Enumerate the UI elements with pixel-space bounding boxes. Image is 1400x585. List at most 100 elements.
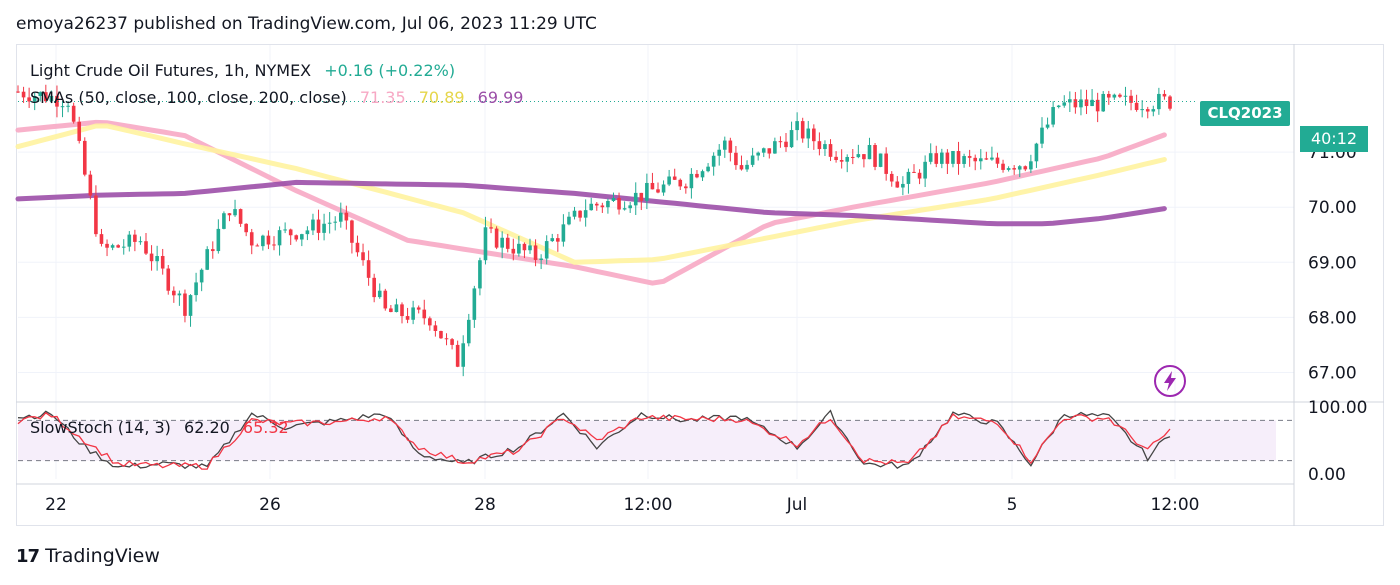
candle-body (945, 152, 950, 164)
candle (928, 143, 933, 165)
candle (817, 132, 822, 156)
candle-body (249, 232, 254, 246)
stoch-band (18, 420, 1276, 461)
candle (1062, 95, 1067, 108)
candle-body (895, 181, 900, 188)
candle (439, 330, 443, 339)
candle (990, 146, 994, 161)
candle-body (450, 339, 454, 345)
candle-body (556, 238, 560, 242)
grid-lines (16, 44, 1384, 526)
candle-body (934, 153, 939, 164)
candle-body (55, 95, 59, 107)
candle-body (494, 228, 499, 248)
candle-body (1145, 109, 1150, 112)
candle (878, 153, 883, 168)
candle-body (483, 227, 488, 261)
candle-body (416, 307, 421, 310)
candle (1145, 106, 1150, 119)
candle (711, 152, 716, 176)
candle (1056, 104, 1061, 109)
candle-body (166, 268, 171, 291)
stoch-label: SlowStoch (14, 3) (30, 418, 171, 437)
candle (600, 202, 605, 213)
candle-body (338, 212, 343, 222)
candle-body (956, 151, 961, 164)
candle (645, 173, 649, 210)
candle (394, 298, 399, 313)
candle (706, 163, 710, 173)
candle (556, 233, 560, 252)
candle (901, 176, 905, 196)
stoch-tick-label: 0.00 (1308, 465, 1346, 485)
candle-body (194, 282, 198, 296)
candle (77, 116, 82, 144)
candle (455, 340, 460, 368)
candle (867, 137, 872, 160)
candle (133, 229, 137, 252)
candle-body (639, 192, 644, 201)
lightning-icon[interactable] (1153, 364, 1187, 398)
candle (483, 216, 488, 265)
tv-logo-icon: 17 (16, 545, 40, 567)
candle (450, 338, 454, 350)
candle-body (383, 290, 388, 309)
candle (199, 268, 204, 292)
candle (461, 335, 466, 377)
candle (205, 246, 210, 271)
candle-body (517, 243, 521, 254)
candle-body (800, 121, 805, 139)
candle (1123, 86, 1128, 106)
candle (984, 151, 989, 161)
candle (27, 87, 31, 108)
candle-body (784, 141, 788, 148)
candle-body (283, 229, 287, 231)
candle (172, 286, 176, 303)
candle (266, 230, 271, 250)
candle (71, 102, 76, 124)
candle (1118, 93, 1122, 99)
symbol-price-tag[interactable]: CLQ2023 (1200, 101, 1290, 126)
candle-body (1040, 127, 1044, 144)
candle (1001, 159, 1005, 173)
candle-body (366, 260, 371, 278)
candle (812, 124, 816, 150)
candle-body (155, 256, 159, 262)
candle-body (121, 246, 126, 248)
candle (1095, 92, 1100, 123)
candle-body (238, 209, 243, 224)
candle-body (572, 210, 577, 217)
candle (1023, 165, 1028, 172)
sma50-value: 71.35 (359, 88, 406, 107)
candle-body (511, 248, 516, 254)
time-tick-label: 26 (259, 495, 281, 515)
candle (1140, 100, 1144, 118)
candle (60, 101, 65, 118)
candle (355, 235, 360, 257)
candle-body (1123, 95, 1128, 97)
tradingview-logo[interactable]: 17 TradingView (16, 545, 160, 567)
candle-body (812, 128, 816, 142)
candle-body (500, 237, 504, 248)
candle-body (1168, 96, 1172, 109)
candle (1029, 154, 1033, 173)
candle (650, 172, 655, 190)
candle-body (539, 258, 543, 260)
candle-body (672, 176, 677, 180)
candle-body (1162, 93, 1167, 97)
candle (177, 290, 182, 306)
candle-body (133, 234, 137, 242)
candle (311, 213, 315, 236)
candle-body (1056, 105, 1061, 108)
candle (372, 273, 376, 303)
chart-frame[interactable] (16, 44, 1384, 526)
sma-lines (15, 119, 1167, 286)
candle-body (355, 242, 360, 253)
candle (233, 199, 237, 217)
candle-body (561, 224, 566, 242)
candle-body (828, 144, 833, 157)
candle-body (522, 243, 527, 251)
candle-body (16, 91, 20, 93)
candle (533, 239, 538, 267)
